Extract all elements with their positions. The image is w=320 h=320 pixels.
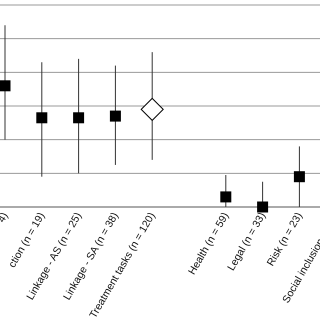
x-tick-label: ction (n = 19) bbox=[6, 211, 47, 270]
marker-diamond bbox=[140, 97, 164, 122]
marker-square bbox=[220, 191, 232, 203]
marker-square bbox=[293, 171, 305, 183]
marker-square bbox=[109, 110, 121, 122]
marker-square bbox=[36, 112, 48, 124]
x-tick-label: Treatment tasks (n = 120) bbox=[87, 211, 157, 320]
marker-square bbox=[0, 80, 11, 92]
x-tick-label: 4) bbox=[0, 211, 11, 225]
marker-square bbox=[257, 201, 269, 213]
x-tick-label: Legal (n = 33) bbox=[225, 211, 268, 273]
x-tick-label: Risk (n = 23) bbox=[265, 211, 305, 269]
marker-square bbox=[73, 112, 85, 124]
